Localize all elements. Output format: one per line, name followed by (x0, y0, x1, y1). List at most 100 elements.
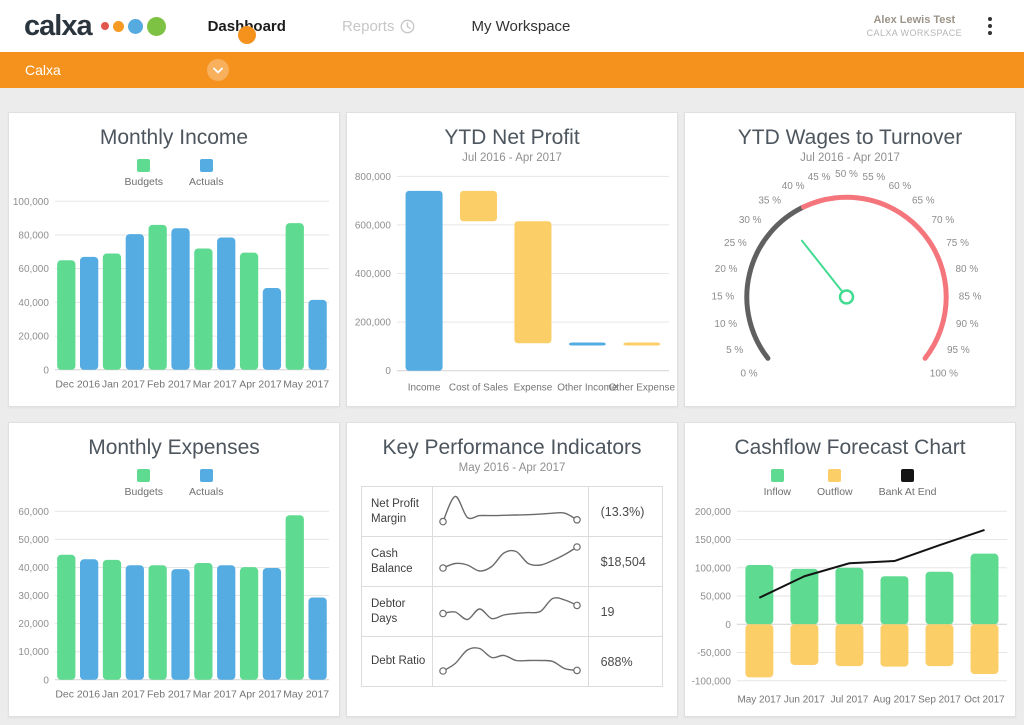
svg-text:Jul 2017: Jul 2017 (831, 695, 869, 706)
legend-label: Outflow (817, 486, 853, 499)
legend-label: Bank At End (878, 486, 937, 499)
kpi-table: Net Profit Margin (13.3%) Cash Balance $18,… (347, 474, 677, 688)
svg-text:800,000: 800,000 (355, 172, 391, 183)
legend-label: Actuals (189, 176, 224, 189)
calxa-logo[interactable]: calxa (24, 11, 166, 41)
svg-text:0: 0 (43, 675, 49, 686)
legend-swatch-icon (137, 159, 151, 173)
svg-text:60 %: 60 % (889, 181, 912, 192)
svg-text:55 %: 55 % (863, 172, 886, 183)
svg-text:Mar 2017: Mar 2017 (193, 690, 237, 701)
svg-text:0: 0 (385, 366, 391, 377)
svg-text:-100,000: -100,000 (692, 676, 732, 687)
svg-text:200,000: 200,000 (355, 318, 391, 329)
svg-text:Jan 2017: Jan 2017 (102, 380, 145, 391)
top-navigation: calxa Dashboard Reports My Workspace Ale… (0, 0, 1024, 52)
svg-text:10 %: 10 % (714, 319, 737, 330)
legend-label: Actuals (189, 486, 224, 499)
panel-ytd-net-profit: YTD Net Profit Jul 2016 - Apr 2017 0 200,… (346, 112, 678, 407)
tab-dashboard[interactable]: Dashboard (208, 18, 286, 44)
legend-item-actuals[interactable]: Actuals (189, 469, 223, 503)
svg-text:20,000: 20,000 (18, 619, 49, 630)
chart-title: YTD Wages to Turnover (737, 126, 963, 149)
kpi-row-value: (13.3%) (587, 486, 664, 538)
kpi-table-grid: Net Profit Margin (13.3%) Cash Balance $18,… (361, 486, 664, 688)
tab-reports[interactable]: Reports (342, 18, 416, 35)
svg-text:90 %: 90 % (956, 319, 979, 330)
svg-text:45 %: 45 % (808, 172, 831, 183)
svg-text:Jun 2017: Jun 2017 (784, 695, 825, 706)
svg-text:Mar 2017: Mar 2017 (193, 380, 237, 391)
chart-legend: Budgets Actuals (9, 469, 339, 503)
chart-title: Cashflow Forecast Chart (734, 436, 966, 459)
table-row: Net Profit Margin (13.3%) (361, 486, 664, 538)
kpi-row-label: Debtor Days (361, 586, 433, 638)
svg-text:Income: Income (408, 383, 441, 394)
svg-text:100,000: 100,000 (13, 197, 49, 208)
organisation-bar: Calxa (0, 52, 1024, 88)
svg-text:20,000: 20,000 (18, 332, 49, 343)
svg-text:75 %: 75 % (946, 238, 969, 249)
svg-text:30 %: 30 % (739, 215, 762, 226)
tab-my-workspace[interactable]: My Workspace (471, 18, 570, 35)
svg-text:-50,000: -50,000 (697, 648, 731, 659)
panel-monthly-expenses: Monthly Expenses Budgets Actuals 0 10,000 2… (8, 422, 340, 717)
svg-text:40 %: 40 % (782, 181, 805, 192)
legend-swatch-icon (770, 469, 784, 483)
svg-text:65 %: 65 % (912, 196, 935, 207)
svg-text:40,000: 40,000 (18, 298, 49, 309)
svg-text:40,000: 40,000 (18, 563, 49, 574)
monthly-income-chart: 0 20,000 40,000 60,000 80,000 100,000 Dec 2016… (9, 193, 339, 396)
kpi-sparkline (431, 486, 589, 538)
wages-to-turnover-gauge: 0 % 5 % 10 % 15 % 20 % 25 % 30 % 35 % 40 % 45 % 50… (685, 164, 1015, 394)
legend-item-actuals[interactable]: Actuals (189, 159, 223, 193)
svg-text:0: 0 (43, 365, 49, 376)
kpi-row-label: Net Profit Margin (361, 486, 433, 538)
svg-text:60,000: 60,000 (18, 264, 49, 275)
panel-ytd-wages-to-turnover: YTD Wages to Turnover Jul 2016 - Apr 201… (684, 112, 1016, 407)
user-name: Alex Lewis Test (873, 13, 956, 26)
user-info: Alex Lewis Test CALXA WORKSPACE (867, 13, 962, 40)
svg-text:Feb 2017: Feb 2017 (147, 690, 191, 701)
kpi-sparkline (431, 586, 589, 638)
chart-subtitle: May 2016 - Apr 2017 (458, 462, 566, 475)
svg-text:0: 0 (725, 620, 731, 631)
svg-text:100 %: 100 % (930, 369, 958, 380)
kpi-row-value: 19 (587, 586, 664, 638)
legend-item-budgets[interactable]: Budgets (125, 159, 163, 193)
svg-text:15 %: 15 % (712, 292, 735, 303)
panel-cashflow-forecast: Cashflow Forecast Chart Inflow Outflow Ban… (684, 422, 1016, 717)
svg-text:100,000: 100,000 (695, 563, 731, 574)
panel-monthly-income: Monthly Income Budgets Actuals 0 20,000 40,… (8, 112, 340, 407)
monthly-expenses-chart: 0 10,000 20,000 30,000 40,000 50,000 60,000 Dec… (9, 503, 339, 706)
svg-text:60,000: 60,000 (18, 507, 49, 518)
ytd-net-profit-chart: 0 200,000 400,000 600,000 800,000 Income Cost … (347, 164, 677, 401)
svg-text:80,000: 80,000 (18, 231, 49, 242)
organisation-dropdown-button[interactable] (207, 59, 229, 81)
legend-item-outflow[interactable]: Outflow (817, 469, 853, 503)
legend-swatch-icon (199, 159, 213, 173)
kebab-menu-icon[interactable] (984, 13, 996, 39)
svg-text:May 2017: May 2017 (737, 695, 781, 706)
svg-text:Apr 2017: Apr 2017 (239, 380, 282, 391)
svg-text:Other Income: Other Income (557, 383, 618, 394)
chart-subtitle: Jul 2016 - Apr 2017 (800, 152, 900, 165)
tab-reports-label: Reports (341, 17, 395, 35)
chart-title: Monthly Expenses (88, 436, 260, 459)
legend-swatch-icon (199, 469, 213, 483)
panel-key-performance-indicators: Key Performance Indicators May 2016 - Ap… (346, 422, 678, 717)
legend-item-inflow[interactable]: Inflow (764, 469, 791, 503)
chart-title: Monthly Income (99, 126, 249, 149)
legend-item-budgets[interactable]: Budgets (125, 469, 163, 503)
kpi-sparkline (431, 636, 589, 688)
svg-text:35 %: 35 % (758, 196, 781, 207)
legend-item-bank-at-end[interactable]: Bank At End (878, 469, 937, 503)
svg-text:70 %: 70 % (932, 215, 955, 226)
svg-text:50 %: 50 % (835, 169, 858, 180)
svg-text:20 %: 20 % (715, 264, 738, 275)
svg-text:50,000: 50,000 (18, 535, 49, 546)
svg-text:Aug 2017: Aug 2017 (873, 695, 916, 706)
dashboard-grid: Monthly Income Budgets Actuals 0 20,000 40,… (8, 112, 1016, 717)
svg-text:80 %: 80 % (956, 264, 979, 275)
user-workspace: CALXA WORKSPACE (866, 28, 962, 39)
